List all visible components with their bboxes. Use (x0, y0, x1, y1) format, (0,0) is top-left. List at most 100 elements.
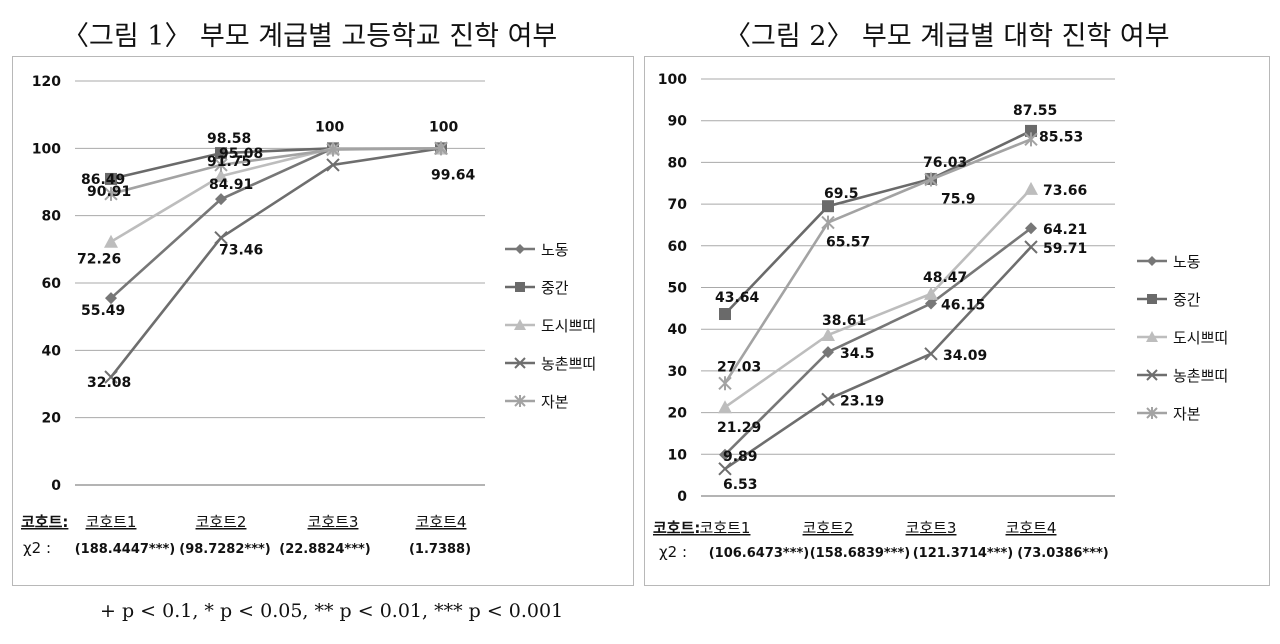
chi-square-value: (106.6473***) (709, 546, 810, 561)
chart-2-title: 〈그림 2〉 부모 계급별 대학 진학 여부 (724, 21, 1170, 52)
data-label: 32.08 (87, 375, 131, 391)
legend-label: 노동 (541, 241, 569, 259)
data-label: 9.89 (723, 449, 758, 465)
chi-square-value: (98.7282***) (179, 542, 271, 557)
data-label: 65.57 (826, 235, 870, 251)
data-label: 55.49 (81, 303, 125, 319)
chi-square-label: χ2 : (23, 539, 51, 557)
x-tick-label: 코호트2 (803, 519, 854, 537)
x-tick-label: 코호트1 (700, 519, 751, 537)
data-point (719, 308, 731, 321)
y-tick-label: 20 (42, 411, 62, 427)
chart-2-panel: 0 10 20 30 40 50 60 70 80 90 100 43.64 27.03 21.29 9.8… (644, 56, 1270, 586)
y-tick-label: 80 (668, 155, 688, 171)
y-tick-label: 0 (677, 489, 687, 505)
data-point (718, 462, 732, 476)
data-point (925, 297, 937, 310)
legend-marker (1147, 256, 1157, 266)
y-tick-label: 120 (32, 74, 61, 90)
data-label: 48.47 (923, 270, 967, 286)
y-tick-label: 20 (668, 406, 688, 422)
data-point (822, 200, 834, 213)
data-point (326, 142, 340, 157)
data-label: 73.66 (1043, 183, 1087, 199)
legend-label: 도시쁘띠 (1173, 329, 1228, 347)
legend-label: 중간 (541, 279, 569, 297)
data-point (718, 400, 732, 414)
chi-square-value: (188.4447***) (75, 542, 176, 557)
y-tick-label: 40 (42, 343, 62, 359)
data-label: 43.64 (715, 290, 760, 306)
series-line (110, 147, 441, 243)
y-tick-label: 100 (658, 72, 687, 88)
legend-label: 중간 (1173, 291, 1201, 309)
x-tick-label: 코호트4 (416, 513, 467, 531)
chi-square-value: (121.3714***) (913, 546, 1014, 561)
y-tick-label: 50 (668, 281, 688, 297)
chi-square-label: χ2 : (659, 543, 687, 561)
data-point (105, 292, 117, 305)
chi-square-value: (158.6839***) (810, 546, 911, 561)
series-line (724, 227, 1032, 456)
data-point (1024, 240, 1038, 254)
data-label: 23.19 (840, 393, 884, 409)
data-point (821, 327, 835, 341)
data-label: 85.53 (1039, 129, 1083, 145)
data-label: 69.5 (824, 186, 859, 202)
legend-label: 농촌쁘띠 (1173, 367, 1228, 385)
series-line (723, 138, 1032, 384)
data-label: 98.58 (207, 131, 251, 147)
data-label: 100 (429, 119, 458, 135)
series-line (110, 147, 442, 196)
data-label: 99.64 (431, 168, 476, 184)
legend-marker (514, 357, 526, 369)
data-point (104, 370, 118, 384)
legend-marker (515, 282, 525, 292)
x-tick-label: 코호트3 (308, 513, 359, 531)
chart-1-title: 〈그림 1〉 부모 계급별 고등학교 진학 여부 (62, 21, 558, 52)
data-label: 84.91 (209, 177, 253, 193)
data-label: 72.26 (77, 252, 121, 268)
data-point (718, 376, 732, 391)
y-tick-label: 100 (32, 141, 61, 157)
data-label: 34.09 (943, 348, 987, 364)
legend-marker (515, 244, 525, 254)
data-label: 64.21 (1043, 222, 1087, 238)
legend-marker (514, 319, 526, 330)
data-point (1025, 124, 1037, 137)
data-point (214, 230, 228, 245)
data-point (924, 347, 938, 361)
significance-footnote: + p < 0.1, * p < 0.05, ** p < 0.01, *** … (100, 600, 564, 622)
series-line (724, 129, 1032, 315)
series-line (110, 147, 441, 300)
data-point (1024, 132, 1038, 147)
data-label: 59.71 (1043, 241, 1087, 257)
data-label: 91.75 (207, 154, 251, 170)
data-point (105, 172, 117, 185)
data-label: 76.03 (923, 155, 967, 171)
legend-marker (1146, 407, 1158, 419)
legend-label: 농촌쁘띠 (541, 355, 596, 373)
legend-label: 자본 (541, 393, 569, 411)
series-line (724, 187, 1032, 409)
data-point (719, 448, 731, 461)
x-tick-label: 코호트4 (1006, 519, 1057, 537)
data-label: 87.55 (1013, 103, 1057, 119)
data-label: 27.03 (717, 359, 761, 375)
data-label: 21.29 (717, 420, 761, 436)
chart-2-plot: 0 10 20 30 40 50 60 70 80 90 100 43.64 27.03 21.29 9.8… (653, 72, 1228, 561)
legend-marker (1146, 369, 1158, 381)
y-tick-label: 30 (668, 364, 688, 380)
data-point (104, 234, 118, 248)
data-point (326, 158, 340, 172)
data-point (924, 172, 938, 187)
legend-marker (1146, 331, 1158, 342)
data-point (214, 157, 228, 172)
x-axis-label: 코호트: (21, 513, 68, 531)
series-line (109, 147, 442, 378)
series-line (724, 246, 1032, 470)
y-tick-label: 80 (42, 209, 62, 225)
data-label: 86.49 (81, 172, 125, 188)
chi-square-value: (22.8824***) (279, 542, 371, 557)
